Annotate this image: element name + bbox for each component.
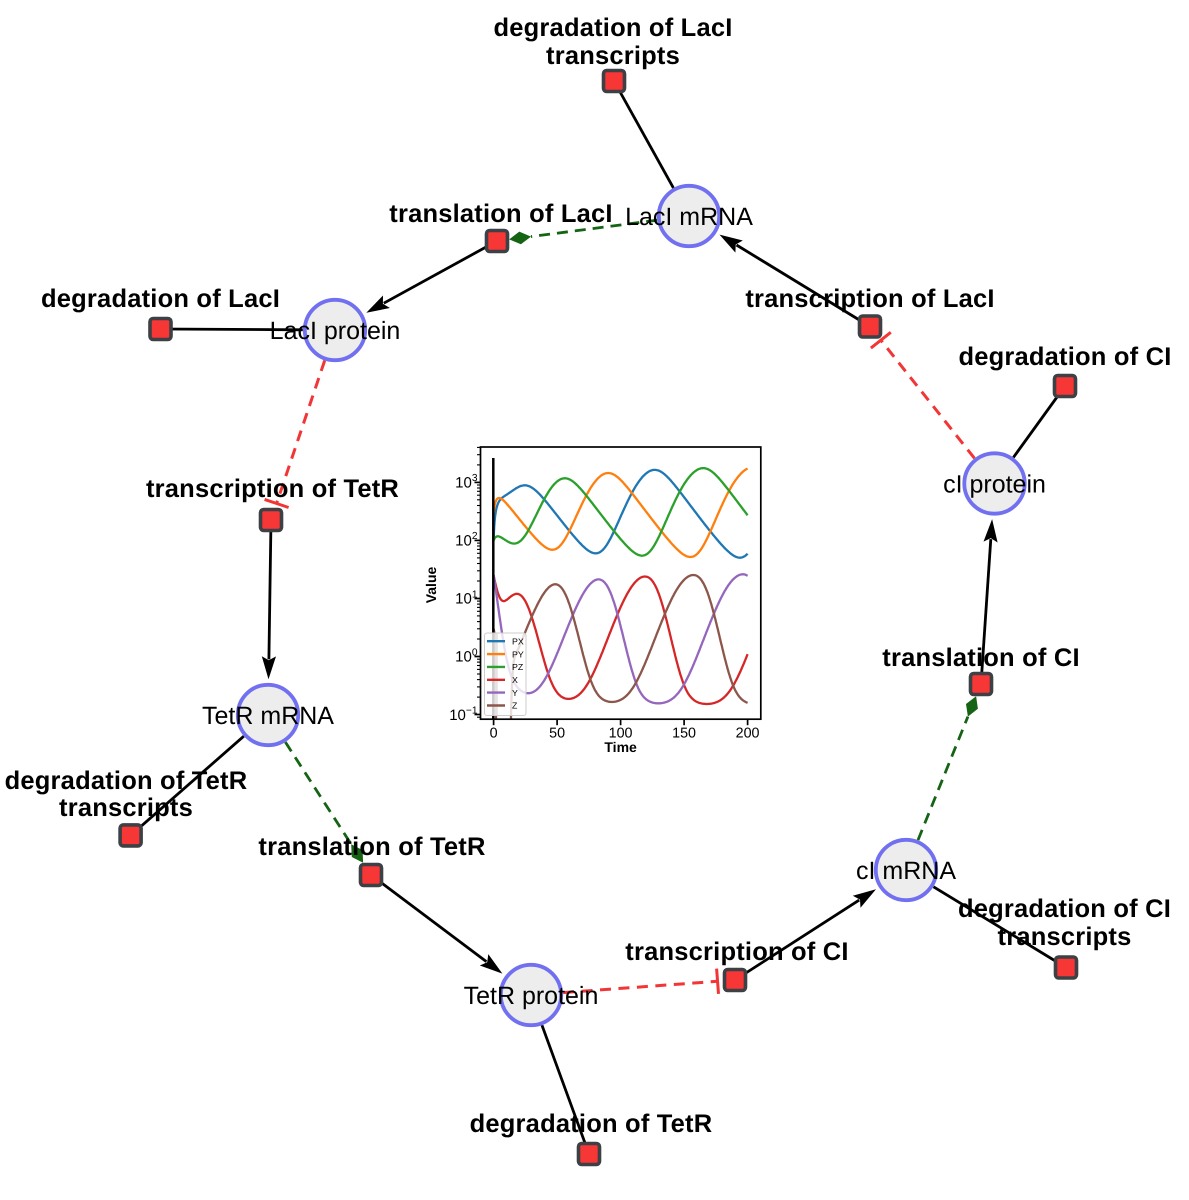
svg-text:PZ: PZ (512, 662, 524, 672)
svg-text:degradation of CI: degradation of CI (958, 343, 1171, 371)
svg-text:TetR protein: TetR protein (464, 982, 599, 1010)
svg-text:transcription of LacI: transcription of LacI (745, 285, 994, 313)
svg-text:cI mRNA: cI mRNA (856, 857, 956, 885)
svg-text:translation of CI: translation of CI (882, 644, 1080, 672)
svg-text:LacI protein: LacI protein (270, 317, 401, 345)
svg-text:degradation of TetR: degradation of TetR (470, 1110, 713, 1138)
svg-text:50: 50 (549, 726, 565, 742)
svg-text:X: X (512, 675, 518, 685)
svg-text:TetR mRNA: TetR mRNA (202, 702, 334, 730)
svg-text:100: 100 (609, 726, 633, 742)
svg-text:translation of LacI: translation of LacI (389, 200, 612, 228)
svg-text:10−1: 10−1 (449, 705, 478, 723)
svg-text:Value: Value (423, 567, 439, 604)
svg-text:150: 150 (672, 726, 696, 742)
svg-text:100: 100 (455, 647, 478, 665)
svg-text:Time: Time (604, 739, 637, 755)
svg-text:translation of TetR: translation of TetR (258, 833, 485, 861)
svg-text:200: 200 (736, 726, 760, 742)
svg-text:102: 102 (455, 531, 478, 549)
svg-text:transcription of CI: transcription of CI (625, 938, 848, 966)
svg-text:0: 0 (490, 726, 498, 742)
svg-text:cI protein: cI protein (943, 471, 1046, 499)
svg-text:degradation of CI: degradation of CI (958, 895, 1171, 923)
svg-text:degradation of LacI: degradation of LacI (494, 14, 733, 42)
svg-text:101: 101 (455, 589, 478, 607)
svg-text:transcription of TetR: transcription of TetR (146, 475, 399, 503)
svg-text:degradation of TetR: degradation of TetR (5, 767, 248, 795)
svg-text:transcripts: transcripts (546, 42, 680, 70)
svg-text:PX: PX (512, 636, 524, 646)
svg-text:transcripts: transcripts (59, 794, 193, 822)
svg-text:degradation of LacI: degradation of LacI (41, 285, 280, 313)
svg-text:103: 103 (455, 473, 478, 491)
svg-text:LacI mRNA: LacI mRNA (625, 203, 753, 231)
svg-text:Y: Y (512, 688, 518, 698)
svg-text:PY: PY (512, 649, 524, 659)
svg-text:Z: Z (512, 701, 518, 711)
svg-text:transcripts: transcripts (998, 923, 1132, 951)
